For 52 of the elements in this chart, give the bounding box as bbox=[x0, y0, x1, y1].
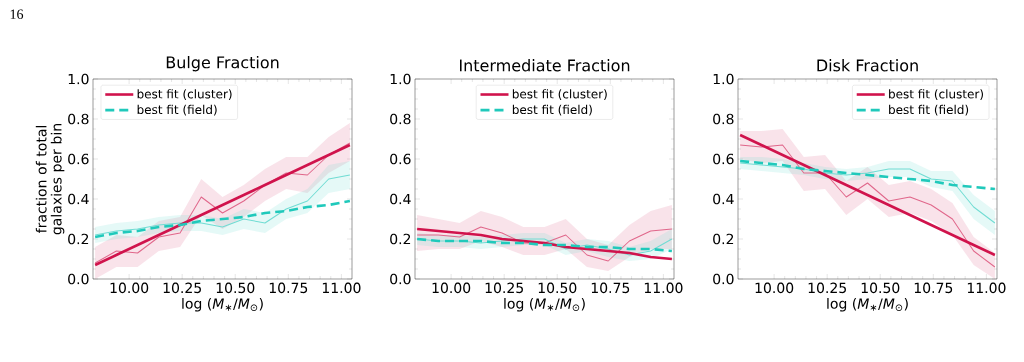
y-tick-label: 0.6 bbox=[68, 153, 89, 165]
line-series bbox=[738, 133, 997, 257]
y-tick-label: 0.4 bbox=[68, 193, 89, 205]
x-tick-label: 10.25 bbox=[163, 282, 201, 294]
x-tick-label: 10.25 bbox=[808, 282, 846, 294]
line-series bbox=[739, 144, 996, 268]
y-tick-label: 0.6 bbox=[390, 153, 411, 165]
chart-title: Intermediate Fraction bbox=[459, 59, 630, 72]
y-tick-label: 0.0 bbox=[390, 273, 411, 285]
x-tick-label: 10.75 bbox=[269, 282, 308, 294]
y-tick-label: 0.8 bbox=[713, 113, 734, 125]
x-tick-label: 10.75 bbox=[914, 282, 953, 294]
legend-label: best fit (cluster) bbox=[512, 89, 607, 100]
x-tick-label: 11.00 bbox=[967, 282, 1006, 294]
x-tick-label: 11.00 bbox=[644, 282, 683, 294]
chart-title: Disk Fraction bbox=[817, 59, 918, 72]
legend-label: best fit (field) bbox=[889, 104, 969, 116]
text: 16 bbox=[10, 9, 24, 19]
x-tick-label: 10.50 bbox=[538, 282, 577, 294]
y-tick-label: 0.8 bbox=[68, 113, 89, 125]
y-tick-label: 0.8 bbox=[390, 113, 411, 125]
y-tick-label: 0.2 bbox=[68, 233, 89, 245]
x-axis-title: log (M$_{∗}$/M$_{⊙}$) bbox=[504, 297, 585, 312]
y-tick-label: 0.4 bbox=[390, 193, 411, 205]
line-series bbox=[93, 199, 352, 239]
x-tick-label: 10.50 bbox=[216, 282, 255, 294]
y-tick-label: 0.0 bbox=[68, 273, 89, 285]
y-tick-label: 0.2 bbox=[713, 233, 734, 245]
y-tick-label: 1.0 bbox=[390, 73, 411, 85]
x-tick-label: 10.75 bbox=[591, 282, 630, 294]
x-tick-label: 11.00 bbox=[322, 282, 361, 294]
x-tick-label: 10.25 bbox=[485, 282, 523, 294]
x-axis-title: log (M$_{∗}$/M$_{⊙}$) bbox=[182, 297, 263, 312]
y-tick-label: 1.0 bbox=[68, 73, 89, 85]
y-tick-label: 1.0 bbox=[713, 73, 734, 85]
y-tick-label: 0.4 bbox=[713, 193, 734, 205]
legend-label: best fit (cluster) bbox=[137, 89, 232, 100]
x-tick-label: 10.00 bbox=[755, 282, 794, 294]
x-tick-label: 10.50 bbox=[861, 282, 900, 294]
line-series bbox=[738, 159, 997, 191]
line-series bbox=[94, 174, 351, 236]
y-tick-label: 0.6 bbox=[713, 153, 734, 165]
x-tick-label: 10.00 bbox=[432, 282, 471, 294]
legend-label: best fit (cluster) bbox=[889, 89, 983, 100]
y-tick-label: 0.2 bbox=[390, 233, 411, 245]
x-tick-label: 10.00 bbox=[110, 282, 149, 294]
x-axis-title: log (M$_{∗}$/M$_{⊙}$) bbox=[827, 297, 908, 312]
legend-label: best fit (field) bbox=[512, 104, 592, 116]
chart-title: Bulge Fraction bbox=[166, 55, 279, 72]
y-axis-title: fraction of total galaxies per bin bbox=[35, 124, 65, 235]
legend-label: best fit (field) bbox=[137, 104, 217, 116]
y-tick-label: 0.0 bbox=[713, 273, 734, 285]
